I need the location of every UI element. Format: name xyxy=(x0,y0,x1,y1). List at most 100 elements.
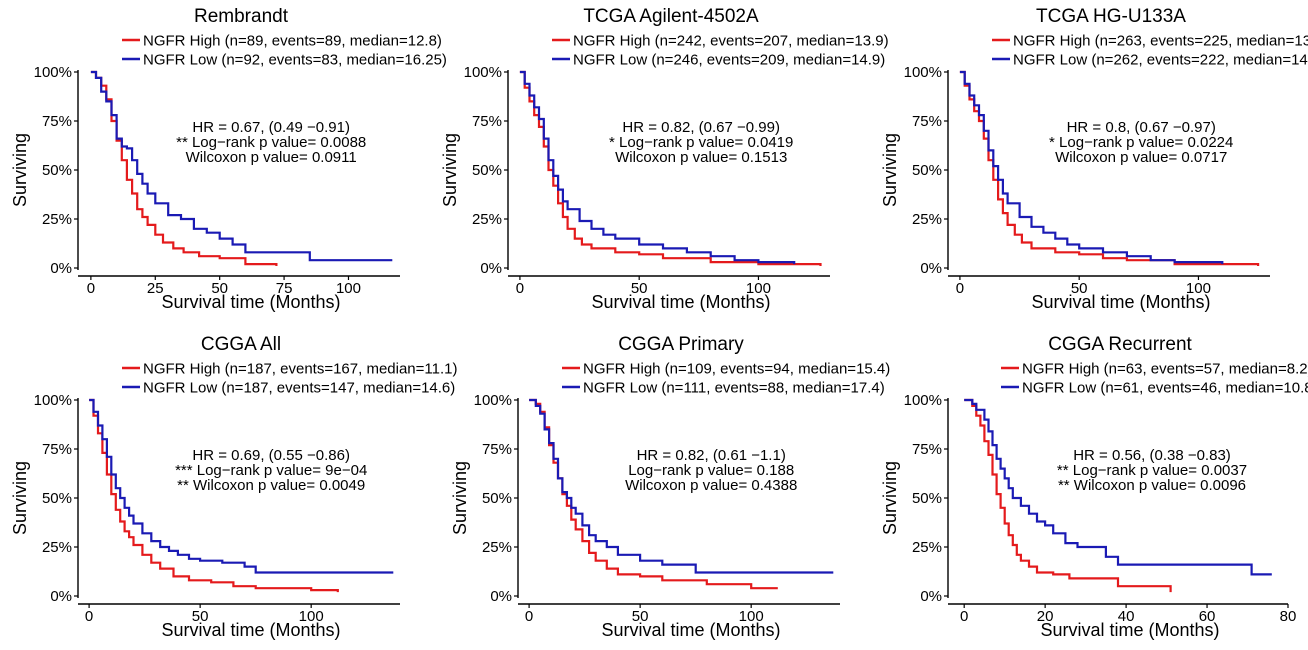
y-tick-label: 25% xyxy=(472,211,502,228)
y-tick-label: 100% xyxy=(34,64,72,81)
x-axis-label: Survival time (Months) xyxy=(1031,292,1210,312)
km-panel-4: CGGA All NGFR High (n=187, events=167, me… xyxy=(10,334,458,640)
y-tick-label: 25% xyxy=(482,539,512,556)
y-tick-label: 100% xyxy=(464,64,502,81)
stats-annotation: HR = 0.82, (0.61 −1.1) xyxy=(637,447,786,464)
x-tick-label: 50 xyxy=(192,608,209,625)
stats-annotation: ** Log−rank p value= 0.0088 xyxy=(176,134,366,151)
km-panel-5: CGGA Primary NGFR High (n=109, events=94,… xyxy=(450,334,890,640)
y-tick-label: 75% xyxy=(912,441,942,458)
x-tick-label: 50 xyxy=(632,608,649,625)
x-tick-label: 100 xyxy=(299,608,324,625)
x-tick-label: 0 xyxy=(956,280,964,297)
y-tick-label: 0% xyxy=(920,260,942,277)
y-axis-label: Surviving xyxy=(440,133,460,207)
y-tick-label: 0% xyxy=(50,588,72,605)
y-axis-label: Surviving xyxy=(10,133,30,207)
y-tick-label: 25% xyxy=(42,211,72,228)
stats-annotation: HR = 0.8, (0.67 −0.97) xyxy=(1067,119,1216,136)
legend-label: NGFR High (n=187, events=167, median=11.… xyxy=(143,361,458,378)
stats-annotation: Wilcoxon p value= 0.0717 xyxy=(1055,149,1227,166)
survival-curve xyxy=(519,70,796,265)
x-tick-label: 50 xyxy=(1071,280,1088,297)
survival-curve xyxy=(90,70,393,262)
y-tick-label: 100% xyxy=(34,392,72,409)
x-axis-label: Survival time (Months) xyxy=(161,620,340,640)
survival-curve xyxy=(964,398,1172,593)
survival-curve xyxy=(89,398,394,574)
chart-title: TCGA Agilent-4502A xyxy=(583,6,759,27)
stats-annotation: Wilcoxon p value= 0.4388 xyxy=(625,477,797,494)
stats-annotation: ** Wilcoxon p value= 0.0096 xyxy=(1058,477,1246,494)
survival-curve xyxy=(959,70,1260,266)
y-tick-label: 0% xyxy=(50,260,72,277)
y-axis-label: Surviving xyxy=(450,461,470,535)
y-axis-label: Surviving xyxy=(880,133,900,207)
x-tick-label: 100 xyxy=(746,280,771,297)
km-panel-3: TCGA HG-U133A NGFR High (n=263, events=22… xyxy=(880,6,1308,312)
chart-title: CGGA Recurrent xyxy=(1048,334,1192,355)
stats-annotation: HR = 0.56, (0.38 −0.83) xyxy=(1073,447,1231,464)
x-tick-label: 50 xyxy=(631,280,648,297)
x-tick-label: 0 xyxy=(960,608,968,625)
x-tick-label: 100 xyxy=(336,280,361,297)
survival-curve xyxy=(90,70,278,266)
y-tick-label: 50% xyxy=(42,490,72,507)
legend-label: NGFR Low (n=246, events=209, median=14.9… xyxy=(573,52,885,69)
chart-title: Rembrandt xyxy=(194,6,289,27)
stats-annotation: Wilcoxon p value= 0.0911 xyxy=(186,149,357,166)
x-tick-label: 100 xyxy=(739,608,764,625)
y-axis-label: Surviving xyxy=(880,461,900,535)
legend-label: NGFR Low (n=92, events=83, median=16.25) xyxy=(143,52,447,69)
survival-curve xyxy=(959,70,1224,265)
y-tick-label: 50% xyxy=(912,490,942,507)
x-axis-label: Survival time (Months) xyxy=(601,620,780,640)
stats-annotation: ** Wilcoxon p value= 0.0049 xyxy=(177,477,365,494)
y-tick-label: 25% xyxy=(912,539,942,556)
y-tick-label: 50% xyxy=(912,162,942,179)
km-panel-2: TCGA Agilent-4502A NGFR High (n=242, even… xyxy=(440,6,889,312)
stats-annotation: * Log−rank p value= 0.0224 xyxy=(1049,134,1233,151)
x-tick-label: 0 xyxy=(85,608,93,625)
x-tick-label: 40 xyxy=(1118,608,1135,625)
chart-title: CGGA Primary xyxy=(618,334,744,355)
y-tick-label: 50% xyxy=(472,162,502,179)
stats-annotation: * Log−rank p value= 0.0419 xyxy=(609,134,793,151)
x-tick-label: 50 xyxy=(211,280,228,297)
stats-annotation: HR = 0.69, (0.55 −0.86) xyxy=(192,447,350,464)
y-tick-label: 75% xyxy=(42,113,72,130)
stats-annotation: *** Log−rank p value= 9e−04 xyxy=(175,462,367,479)
km-panel-1: Rembrandt NGFR High (n=89, events=89, med… xyxy=(10,6,447,312)
y-tick-label: 75% xyxy=(42,441,72,458)
y-tick-label: 50% xyxy=(482,490,512,507)
chart-title: CGGA All xyxy=(201,334,281,355)
y-tick-label: 25% xyxy=(42,539,72,556)
legend-label: NGFR High (n=63, events=57, median=8.2) xyxy=(1022,361,1308,378)
stats-annotation: HR = 0.82, (0.67 −0.99) xyxy=(622,119,780,136)
y-tick-label: 100% xyxy=(474,392,512,409)
legend-label: NGFR High (n=89, events=89, median=12.8) xyxy=(143,33,442,50)
km-panel-6: CGGA Recurrent NGFR High (n=63, events=57… xyxy=(880,334,1308,640)
y-tick-label: 75% xyxy=(472,113,502,130)
x-tick-label: 0 xyxy=(516,280,524,297)
y-tick-label: 100% xyxy=(904,392,942,409)
survival-curve xyxy=(529,398,778,590)
y-tick-label: 50% xyxy=(42,162,72,179)
y-tick-label: 0% xyxy=(480,260,502,277)
legend-label: NGFR Low (n=187, events=147, median=14.6… xyxy=(143,380,455,397)
y-axis-label: Surviving xyxy=(10,461,30,535)
x-axis-label: Survival time (Months) xyxy=(591,292,770,312)
x-tick-label: 60 xyxy=(1199,608,1216,625)
legend-label: NGFR High (n=263, events=225, median=13.… xyxy=(1013,33,1308,50)
y-tick-label: 25% xyxy=(912,211,942,228)
stats-annotation: HR = 0.67, (0.49 −0.91) xyxy=(192,119,350,136)
survival-curve xyxy=(964,398,1272,576)
y-tick-label: 75% xyxy=(912,113,942,130)
legend-label: NGFR Low (n=61, events=46, median=10.8) xyxy=(1022,380,1308,397)
x-tick-label: 20 xyxy=(1037,608,1054,625)
survival-curve xyxy=(89,398,339,593)
x-axis-label: Survival time (Months) xyxy=(1040,620,1219,640)
stats-annotation: Wilcoxon p value= 0.1513 xyxy=(615,149,787,166)
legend-label: NGFR Low (n=262, events=222, median=14.9… xyxy=(1013,52,1308,69)
